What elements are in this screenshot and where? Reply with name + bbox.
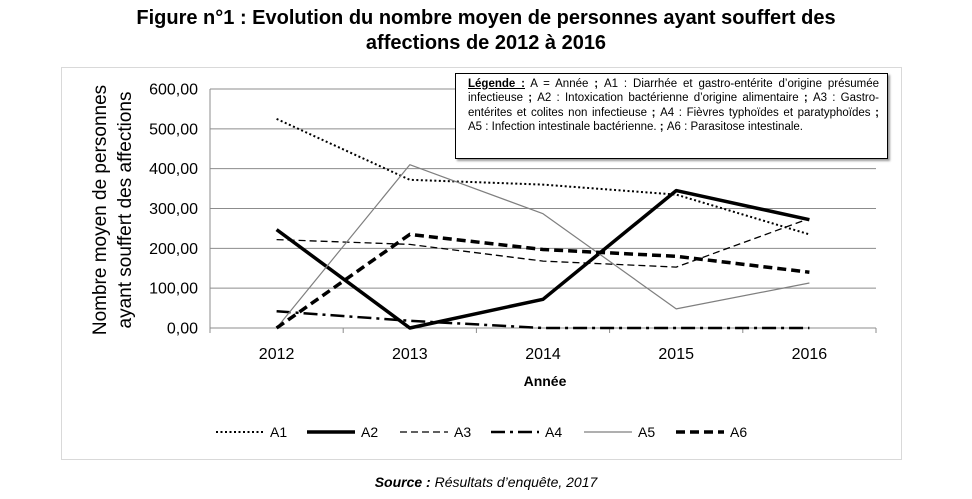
legend-note-text: A1 : Diarrhée et gastro-entérite d’origi… [468, 78, 879, 105]
y-tick-label: 200,00 [149, 241, 198, 258]
x-tick-label: 2012 [259, 346, 295, 363]
legend-note-text: A3 : Gastro-entérites et colites non inf… [468, 92, 879, 119]
x-axis-title: Année [524, 373, 567, 389]
legend-note-text: ; [651, 106, 661, 119]
series-line-a5 [276, 164, 810, 329]
chart-frame [61, 67, 902, 460]
x-tick-label: 2013 [392, 346, 428, 363]
x-tick-label: 2015 [658, 346, 694, 363]
series-line-a1 [276, 117, 810, 236]
legend-note-text: A4 : Fièvres typhoïdes et paratyphoïdes [660, 106, 876, 119]
legend-label-a1: A1 [270, 424, 287, 440]
legend-label-a4: A4 [545, 424, 562, 440]
legend-note-text: A5 : Infection intestinale bactérienne. [468, 120, 660, 133]
legend-note-text: ; [803, 92, 813, 105]
legend-note-text: A = Année [525, 78, 595, 90]
legend-note-text: ; [528, 92, 538, 105]
legend-note-text: ; [659, 120, 667, 133]
legend-note-text: A6 : Parasitose intestinale. [666, 120, 803, 133]
legend-note-label: Légende : [468, 78, 525, 90]
legend-note-text: ; [875, 106, 880, 119]
y-tick-label: 600,00 [149, 82, 198, 99]
y-tick-label: 300,00 [149, 201, 198, 218]
legend-note-text: A2 : Intoxication bactérienne d’origine … [537, 92, 804, 105]
legend-label-a2: A2 [361, 424, 378, 440]
figure-title-line1: Figure n°1 : Evolution du nombre moyen d… [136, 7, 836, 29]
y-tick-label: 100,00 [149, 281, 198, 298]
x-tick-label: 2016 [792, 346, 828, 363]
series-line-a4 [276, 310, 810, 330]
source-label: Source : [374, 474, 431, 490]
x-tick-label: 2014 [525, 346, 561, 363]
figure-title: Figure n°1 : Evolution du nombre moyen d… [0, 6, 972, 56]
legend-note-text: ; [594, 78, 604, 90]
legend-label-a6: A6 [730, 424, 747, 440]
source-text: Résultats d’enquête, 2017 [430, 474, 598, 490]
y-tick-label: 400,00 [149, 161, 198, 178]
y-axis-title-line2: ayant souffert des affections [115, 92, 136, 329]
figure-source: Source : Résultats d’enquête, 2017 [0, 474, 972, 490]
y-axis-title-line1: Nombre moyen de personnes [90, 85, 111, 335]
legend-note-box: Légende : A = Année ; A1 : Diarrhée et g… [455, 73, 888, 159]
legend-label-a3: A3 [454, 424, 471, 440]
legend-label-a5: A5 [638, 424, 655, 440]
series-line-a3 [276, 217, 810, 268]
y-tick-label: 500,00 [149, 121, 198, 138]
series-line-a6 [275, 232, 810, 330]
y-tick-label: 0,00 [167, 321, 198, 338]
figure-title-line2: affections de 2012 à 2016 [365, 32, 607, 54]
series-line-a2 [275, 188, 810, 330]
